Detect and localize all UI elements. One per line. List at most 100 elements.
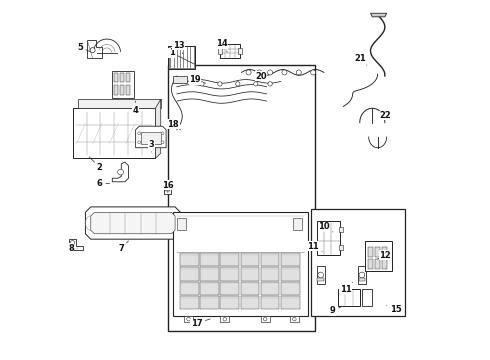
Circle shape xyxy=(187,318,190,321)
Bar xyxy=(120,85,124,95)
Circle shape xyxy=(359,272,365,278)
Circle shape xyxy=(223,318,226,321)
Polygon shape xyxy=(136,126,166,148)
Circle shape xyxy=(268,82,272,86)
Bar xyxy=(241,296,260,309)
Bar xyxy=(261,267,279,280)
Polygon shape xyxy=(87,40,101,58)
Polygon shape xyxy=(78,99,161,108)
Bar xyxy=(368,259,373,269)
Text: 3: 3 xyxy=(149,140,155,152)
Bar xyxy=(339,244,343,250)
Text: 9: 9 xyxy=(330,306,341,315)
Bar xyxy=(281,282,299,295)
Bar xyxy=(261,296,279,309)
Circle shape xyxy=(236,82,240,86)
Polygon shape xyxy=(155,99,161,158)
Bar xyxy=(311,209,405,316)
Bar xyxy=(166,183,171,186)
Circle shape xyxy=(118,169,123,175)
Bar xyxy=(180,296,199,309)
Text: 11: 11 xyxy=(340,282,353,294)
Bar xyxy=(120,73,124,82)
Bar xyxy=(114,73,119,82)
Bar xyxy=(114,85,119,95)
Text: 14: 14 xyxy=(216,39,227,52)
Text: 19: 19 xyxy=(189,75,205,84)
Text: 1: 1 xyxy=(169,48,194,64)
Bar xyxy=(166,188,171,192)
Polygon shape xyxy=(69,239,83,250)
Text: 5: 5 xyxy=(77,43,90,52)
Bar xyxy=(359,278,365,281)
Bar xyxy=(169,46,194,68)
Bar xyxy=(318,278,324,281)
Circle shape xyxy=(161,132,164,135)
Polygon shape xyxy=(91,212,175,234)
Text: 2: 2 xyxy=(89,157,103,172)
Bar xyxy=(220,296,240,309)
Text: 12: 12 xyxy=(378,251,391,260)
Bar xyxy=(180,253,199,266)
Circle shape xyxy=(138,132,141,135)
Circle shape xyxy=(254,82,258,86)
Bar xyxy=(241,267,260,280)
Circle shape xyxy=(71,240,74,245)
Polygon shape xyxy=(141,132,161,144)
Bar xyxy=(368,247,373,257)
Bar xyxy=(382,247,388,257)
Bar xyxy=(241,282,260,295)
Text: 13: 13 xyxy=(173,41,184,54)
Bar xyxy=(294,218,302,230)
Text: 18: 18 xyxy=(168,120,180,130)
Bar xyxy=(125,73,130,82)
Polygon shape xyxy=(370,13,387,17)
Bar xyxy=(220,267,240,280)
Bar xyxy=(317,221,340,255)
Bar xyxy=(375,259,380,269)
Text: 17: 17 xyxy=(191,319,210,328)
Bar xyxy=(261,282,279,295)
Text: 7: 7 xyxy=(119,241,128,253)
Text: 4: 4 xyxy=(133,101,139,114)
Circle shape xyxy=(293,318,296,321)
Bar xyxy=(338,289,360,306)
Bar xyxy=(200,282,220,295)
Bar xyxy=(375,247,380,257)
Circle shape xyxy=(246,70,251,75)
Bar xyxy=(218,48,222,54)
Polygon shape xyxy=(173,212,308,316)
Polygon shape xyxy=(184,316,193,321)
Bar xyxy=(112,71,134,98)
Bar xyxy=(281,296,299,309)
Circle shape xyxy=(296,70,301,75)
Bar xyxy=(200,267,220,280)
Bar xyxy=(362,289,372,306)
Circle shape xyxy=(138,141,141,144)
Text: 16: 16 xyxy=(162,181,174,193)
Bar xyxy=(125,85,130,95)
Bar xyxy=(200,296,220,309)
Bar xyxy=(164,180,171,194)
Bar xyxy=(382,259,388,269)
Circle shape xyxy=(200,82,204,86)
Text: 15: 15 xyxy=(387,305,401,314)
Bar xyxy=(177,218,186,230)
Bar xyxy=(339,226,343,232)
Polygon shape xyxy=(112,162,128,182)
Text: 6: 6 xyxy=(97,179,110,188)
Bar xyxy=(200,253,220,266)
Circle shape xyxy=(257,70,262,75)
Bar xyxy=(281,253,299,266)
Circle shape xyxy=(90,48,95,53)
Polygon shape xyxy=(220,316,229,321)
Text: 11: 11 xyxy=(307,242,322,252)
Polygon shape xyxy=(290,316,299,321)
Text: 20: 20 xyxy=(255,72,267,81)
Circle shape xyxy=(318,272,323,278)
Bar xyxy=(180,282,199,295)
Bar xyxy=(365,241,392,271)
Bar xyxy=(358,266,366,284)
Circle shape xyxy=(282,70,287,75)
Bar xyxy=(172,76,187,83)
